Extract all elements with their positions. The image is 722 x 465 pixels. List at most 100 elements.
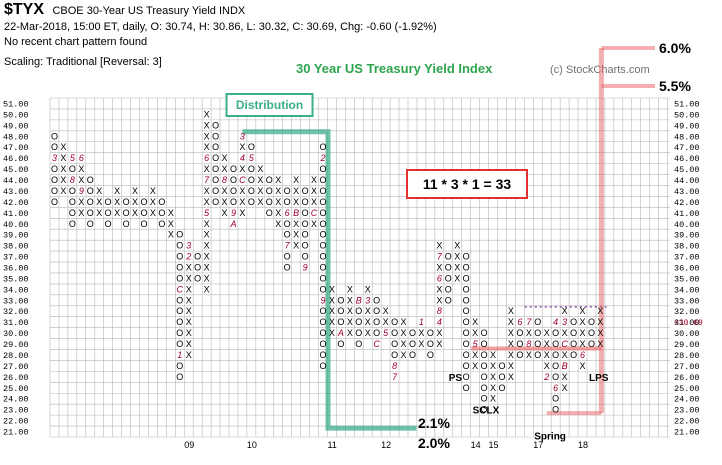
x-mark: X bbox=[132, 186, 138, 196]
o-mark: O bbox=[302, 219, 309, 229]
y-tick-label-left: 51.00 bbox=[3, 99, 29, 109]
o-mark: O bbox=[516, 350, 523, 360]
y-tick-label-left: 33.00 bbox=[3, 296, 29, 306]
chart-title: 30 Year US Treasury Yield Index bbox=[296, 61, 493, 76]
x-mark: X bbox=[114, 186, 120, 196]
o-mark: O bbox=[319, 142, 326, 152]
o-mark: O bbox=[176, 295, 183, 305]
x-mark: X bbox=[562, 328, 568, 338]
o-mark: O bbox=[319, 230, 326, 240]
o-mark: O bbox=[534, 317, 541, 327]
x-mark: X bbox=[293, 197, 299, 207]
o-mark: O bbox=[69, 208, 76, 218]
o-mark: O bbox=[463, 317, 470, 327]
x-mark: X bbox=[204, 109, 210, 119]
x-mark: X bbox=[78, 197, 84, 207]
year-label: 15 bbox=[489, 440, 499, 450]
x-mark: X bbox=[60, 164, 66, 174]
y-tick-label-left: 45.00 bbox=[3, 165, 29, 175]
x-mark: X bbox=[60, 175, 66, 185]
o-mark: O bbox=[87, 208, 94, 218]
distribution-label: Distribution bbox=[236, 98, 303, 112]
o-mark: O bbox=[463, 383, 470, 393]
year-label: 09 bbox=[184, 440, 194, 450]
x-mark: X bbox=[204, 241, 210, 251]
month-mark: 7 bbox=[204, 175, 210, 185]
x-mark: X bbox=[436, 263, 442, 273]
o-mark: O bbox=[176, 328, 183, 338]
x-mark: X bbox=[204, 186, 210, 196]
o-mark: O bbox=[409, 328, 416, 338]
y-tick-label-left: 26.00 bbox=[3, 373, 29, 383]
o-mark: O bbox=[140, 208, 147, 218]
o-mark: O bbox=[498, 383, 505, 393]
month-mark: 9 bbox=[320, 295, 325, 305]
o-mark: O bbox=[588, 339, 595, 349]
month-mark: 3 bbox=[52, 153, 57, 163]
o-mark: O bbox=[319, 306, 326, 316]
o-mark: O bbox=[284, 186, 291, 196]
x-mark: X bbox=[168, 230, 174, 240]
x-mark: X bbox=[204, 120, 210, 130]
month-mark: 6 bbox=[553, 383, 558, 393]
target-60-label: 6.0% bbox=[659, 40, 691, 56]
o-mark: O bbox=[248, 186, 255, 196]
x-mark: X bbox=[436, 284, 442, 294]
ps-label: PS bbox=[449, 373, 463, 384]
month-mark: 3 bbox=[186, 241, 191, 251]
y-tick-label-left: 48.00 bbox=[3, 132, 29, 142]
y-tick-label-left: 35.00 bbox=[3, 274, 29, 284]
o-mark: O bbox=[158, 197, 165, 207]
x-mark: X bbox=[132, 197, 138, 207]
o-mark: O bbox=[588, 317, 595, 327]
month-mark: 6 bbox=[285, 208, 290, 218]
x-mark: X bbox=[490, 350, 496, 360]
x-mark: X bbox=[454, 263, 460, 273]
o-mark: O bbox=[319, 208, 326, 218]
x-mark: X bbox=[562, 350, 568, 360]
month-mark: 7 bbox=[285, 241, 291, 251]
x-mark: X bbox=[329, 317, 335, 327]
o-mark: O bbox=[212, 186, 219, 196]
year-label: 17 bbox=[533, 440, 543, 450]
o-mark: O bbox=[319, 317, 326, 327]
o-mark: O bbox=[194, 273, 201, 283]
x-mark: X bbox=[418, 328, 424, 338]
x-mark: X bbox=[580, 328, 586, 338]
o-mark: O bbox=[212, 120, 219, 130]
o-mark: O bbox=[284, 252, 291, 262]
y-tick-label-right: 35.00 bbox=[674, 274, 700, 284]
x-mark: X bbox=[168, 219, 174, 229]
o-mark: O bbox=[176, 339, 183, 349]
year-label: 12 bbox=[381, 440, 391, 450]
y-tick-label-left: 40.00 bbox=[3, 220, 29, 230]
o-mark: O bbox=[481, 394, 488, 404]
x-mark: X bbox=[311, 186, 317, 196]
y-tick-label-right: 28.00 bbox=[674, 351, 700, 361]
y-tick-label-right: 51.00 bbox=[674, 99, 700, 109]
month-mark: 8 bbox=[526, 339, 531, 349]
o-mark: O bbox=[391, 350, 398, 360]
o-mark: O bbox=[140, 219, 147, 229]
o-mark: O bbox=[481, 339, 488, 349]
o-mark: O bbox=[319, 241, 326, 251]
o-mark: O bbox=[230, 164, 237, 174]
o-mark: O bbox=[463, 263, 470, 273]
month-mark: C bbox=[373, 339, 380, 349]
x-mark: X bbox=[239, 186, 245, 196]
x-mark: X bbox=[150, 208, 156, 218]
lps-label: LPS bbox=[589, 373, 609, 384]
year-label: 18 bbox=[578, 440, 588, 450]
o-mark: O bbox=[212, 197, 219, 207]
o-mark: O bbox=[319, 339, 326, 349]
o-mark: O bbox=[355, 317, 362, 327]
y-tick-label-right: 36.00 bbox=[674, 264, 700, 274]
o-mark: O bbox=[337, 339, 344, 349]
o-mark: O bbox=[534, 339, 541, 349]
o-mark: O bbox=[355, 339, 362, 349]
o-mark: O bbox=[463, 328, 470, 338]
x-mark: X bbox=[186, 328, 192, 338]
y-tick-label-right: 45.00 bbox=[674, 165, 700, 175]
o-mark: O bbox=[302, 230, 309, 240]
o-mark: O bbox=[212, 142, 219, 152]
